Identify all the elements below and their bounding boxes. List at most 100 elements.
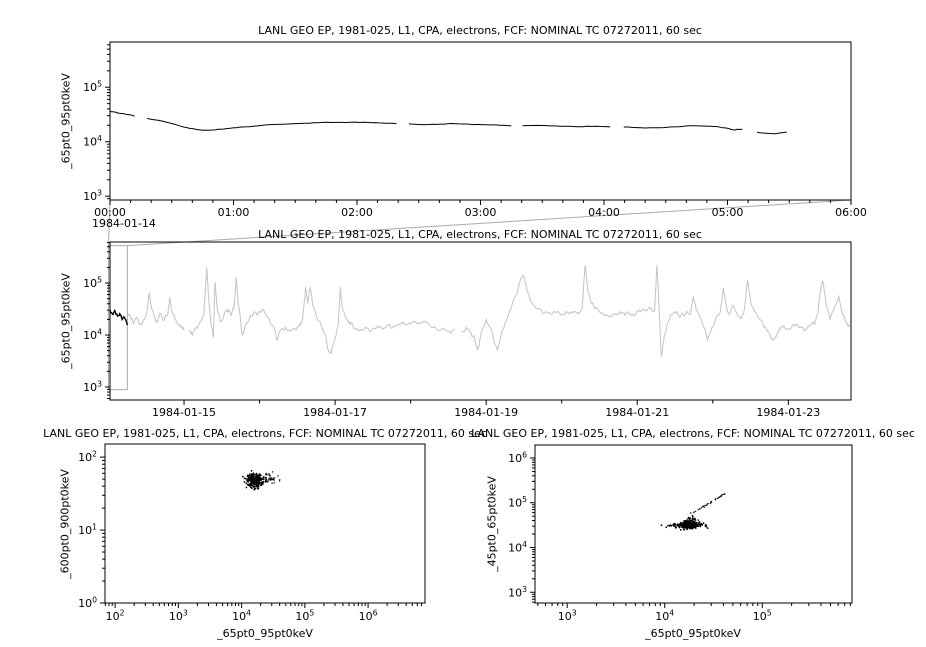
scatter-point <box>692 515 694 518</box>
scatter-point <box>258 473 261 475</box>
scatter-point <box>264 476 266 478</box>
scatter-point <box>683 523 685 526</box>
scatter-point <box>691 519 693 521</box>
data-line <box>623 125 743 131</box>
plot-ts_zoom: 00:00 01:00 02:00 03:00 04:00 05:00 06:00 103 10… <box>83 41 867 219</box>
scatter-point <box>689 517 692 519</box>
tick-label: 100 <box>78 596 97 611</box>
scatter-point <box>256 484 258 487</box>
scatter-left-xlabel: _65pt0_95pt0keV <box>217 627 313 640</box>
scatter-point <box>718 496 721 498</box>
scatter-point <box>249 474 252 477</box>
scatter-point <box>678 525 681 527</box>
scatter-point <box>257 478 260 481</box>
tick-label: 1984-01-17 <box>303 406 367 419</box>
tick-label: 103 <box>508 585 527 600</box>
scatter-left-ylabel: _600pt0_900pt0keV <box>58 469 72 579</box>
scatter-point <box>696 524 699 527</box>
scatter-point <box>243 477 246 480</box>
scatter-point <box>705 525 708 528</box>
data-line <box>522 124 611 128</box>
scatter-point <box>706 503 708 505</box>
scatter-point <box>250 481 253 483</box>
scatter-point <box>691 523 693 526</box>
scatter-point <box>257 487 260 490</box>
scatter-point <box>259 474 261 477</box>
scatter-point <box>256 477 259 479</box>
plot-data-ts_zoom <box>110 110 787 135</box>
scatter-point <box>253 482 256 485</box>
tick-label: 00:00 <box>94 206 126 219</box>
scatter-point <box>279 479 281 481</box>
scatter-point <box>254 487 257 490</box>
scatter-point <box>724 493 726 495</box>
axes-frame <box>534 444 853 604</box>
scatter-point <box>717 497 719 499</box>
scatter-point <box>679 521 682 524</box>
tick-label: 102 <box>106 609 125 624</box>
ticks-scatter_45_65 <box>530 457 851 608</box>
scatter-point <box>700 507 702 509</box>
scatter-point <box>715 498 717 500</box>
scatter-point <box>265 472 267 474</box>
scatter-point <box>699 508 701 510</box>
tick-labels-ts_overview: 1984-01-15 1984-01-17 1984-01-19 1984-01-21… <box>83 276 820 419</box>
axes-frame <box>104 443 426 604</box>
scatter-point <box>702 505 704 507</box>
scatter-point <box>691 527 694 530</box>
scatter-point <box>694 524 697 526</box>
scatter-point <box>242 475 244 478</box>
tick-label: 105 <box>508 495 527 510</box>
scatter-point <box>688 523 691 526</box>
scatter-point <box>693 525 696 528</box>
scatter-point <box>268 479 270 481</box>
scatter-point <box>665 526 668 529</box>
scatter-point <box>247 478 250 481</box>
data-line <box>189 267 455 355</box>
scatter-point <box>262 478 264 480</box>
plot-data-scatter_45_65 <box>660 493 726 531</box>
scatter-point <box>247 481 250 483</box>
ticks-scatter_600_900 <box>100 456 423 608</box>
scatter-point <box>250 487 253 490</box>
plot-data-ts_overview <box>110 265 850 357</box>
scatter-point <box>692 521 695 523</box>
scatter-point <box>672 525 675 527</box>
scatter-point <box>268 474 270 476</box>
scatter-point <box>250 478 253 480</box>
scatter-point <box>694 517 696 520</box>
scatter-point <box>265 479 268 481</box>
tick-labels-ts_zoom: 00:00 01:00 02:00 03:00 04:00 05:00 06:00 103 10… <box>83 80 867 219</box>
scatter-point <box>253 484 256 486</box>
scatter-point <box>676 524 679 527</box>
scatter-point <box>268 473 270 475</box>
scatter-point <box>258 482 260 484</box>
scatter-point <box>703 506 705 508</box>
scatter-point <box>697 519 700 521</box>
plot-ts_overview: 1984-01-15 1984-01-17 1984-01-19 1984-01-21… <box>83 241 852 419</box>
scatter-point <box>258 479 261 482</box>
scatter-point <box>252 475 254 478</box>
scatter-point <box>247 474 250 477</box>
scatter-point <box>259 477 262 480</box>
scatter-point <box>669 524 672 527</box>
zoom-effect <box>107 199 852 391</box>
tick-label: 105 <box>83 276 102 291</box>
scatter-point <box>694 527 697 529</box>
scatter-point <box>252 485 254 487</box>
scatter-point <box>667 524 669 527</box>
tick-label: 103 <box>83 380 102 395</box>
scatter-point <box>254 473 257 476</box>
data-line <box>146 117 397 131</box>
scatter-point <box>674 527 677 529</box>
scatter-point <box>681 525 683 528</box>
scatter-point <box>687 521 690 524</box>
data-line <box>408 122 512 127</box>
scatter-point <box>701 523 704 526</box>
data-line <box>127 292 185 331</box>
scatter-point <box>700 524 702 526</box>
scatter-point <box>255 472 258 475</box>
scatter-right-ylabel: _45pt0_65pt0keV <box>485 476 499 572</box>
scatter-point <box>692 517 694 519</box>
scatter-point <box>248 476 251 479</box>
